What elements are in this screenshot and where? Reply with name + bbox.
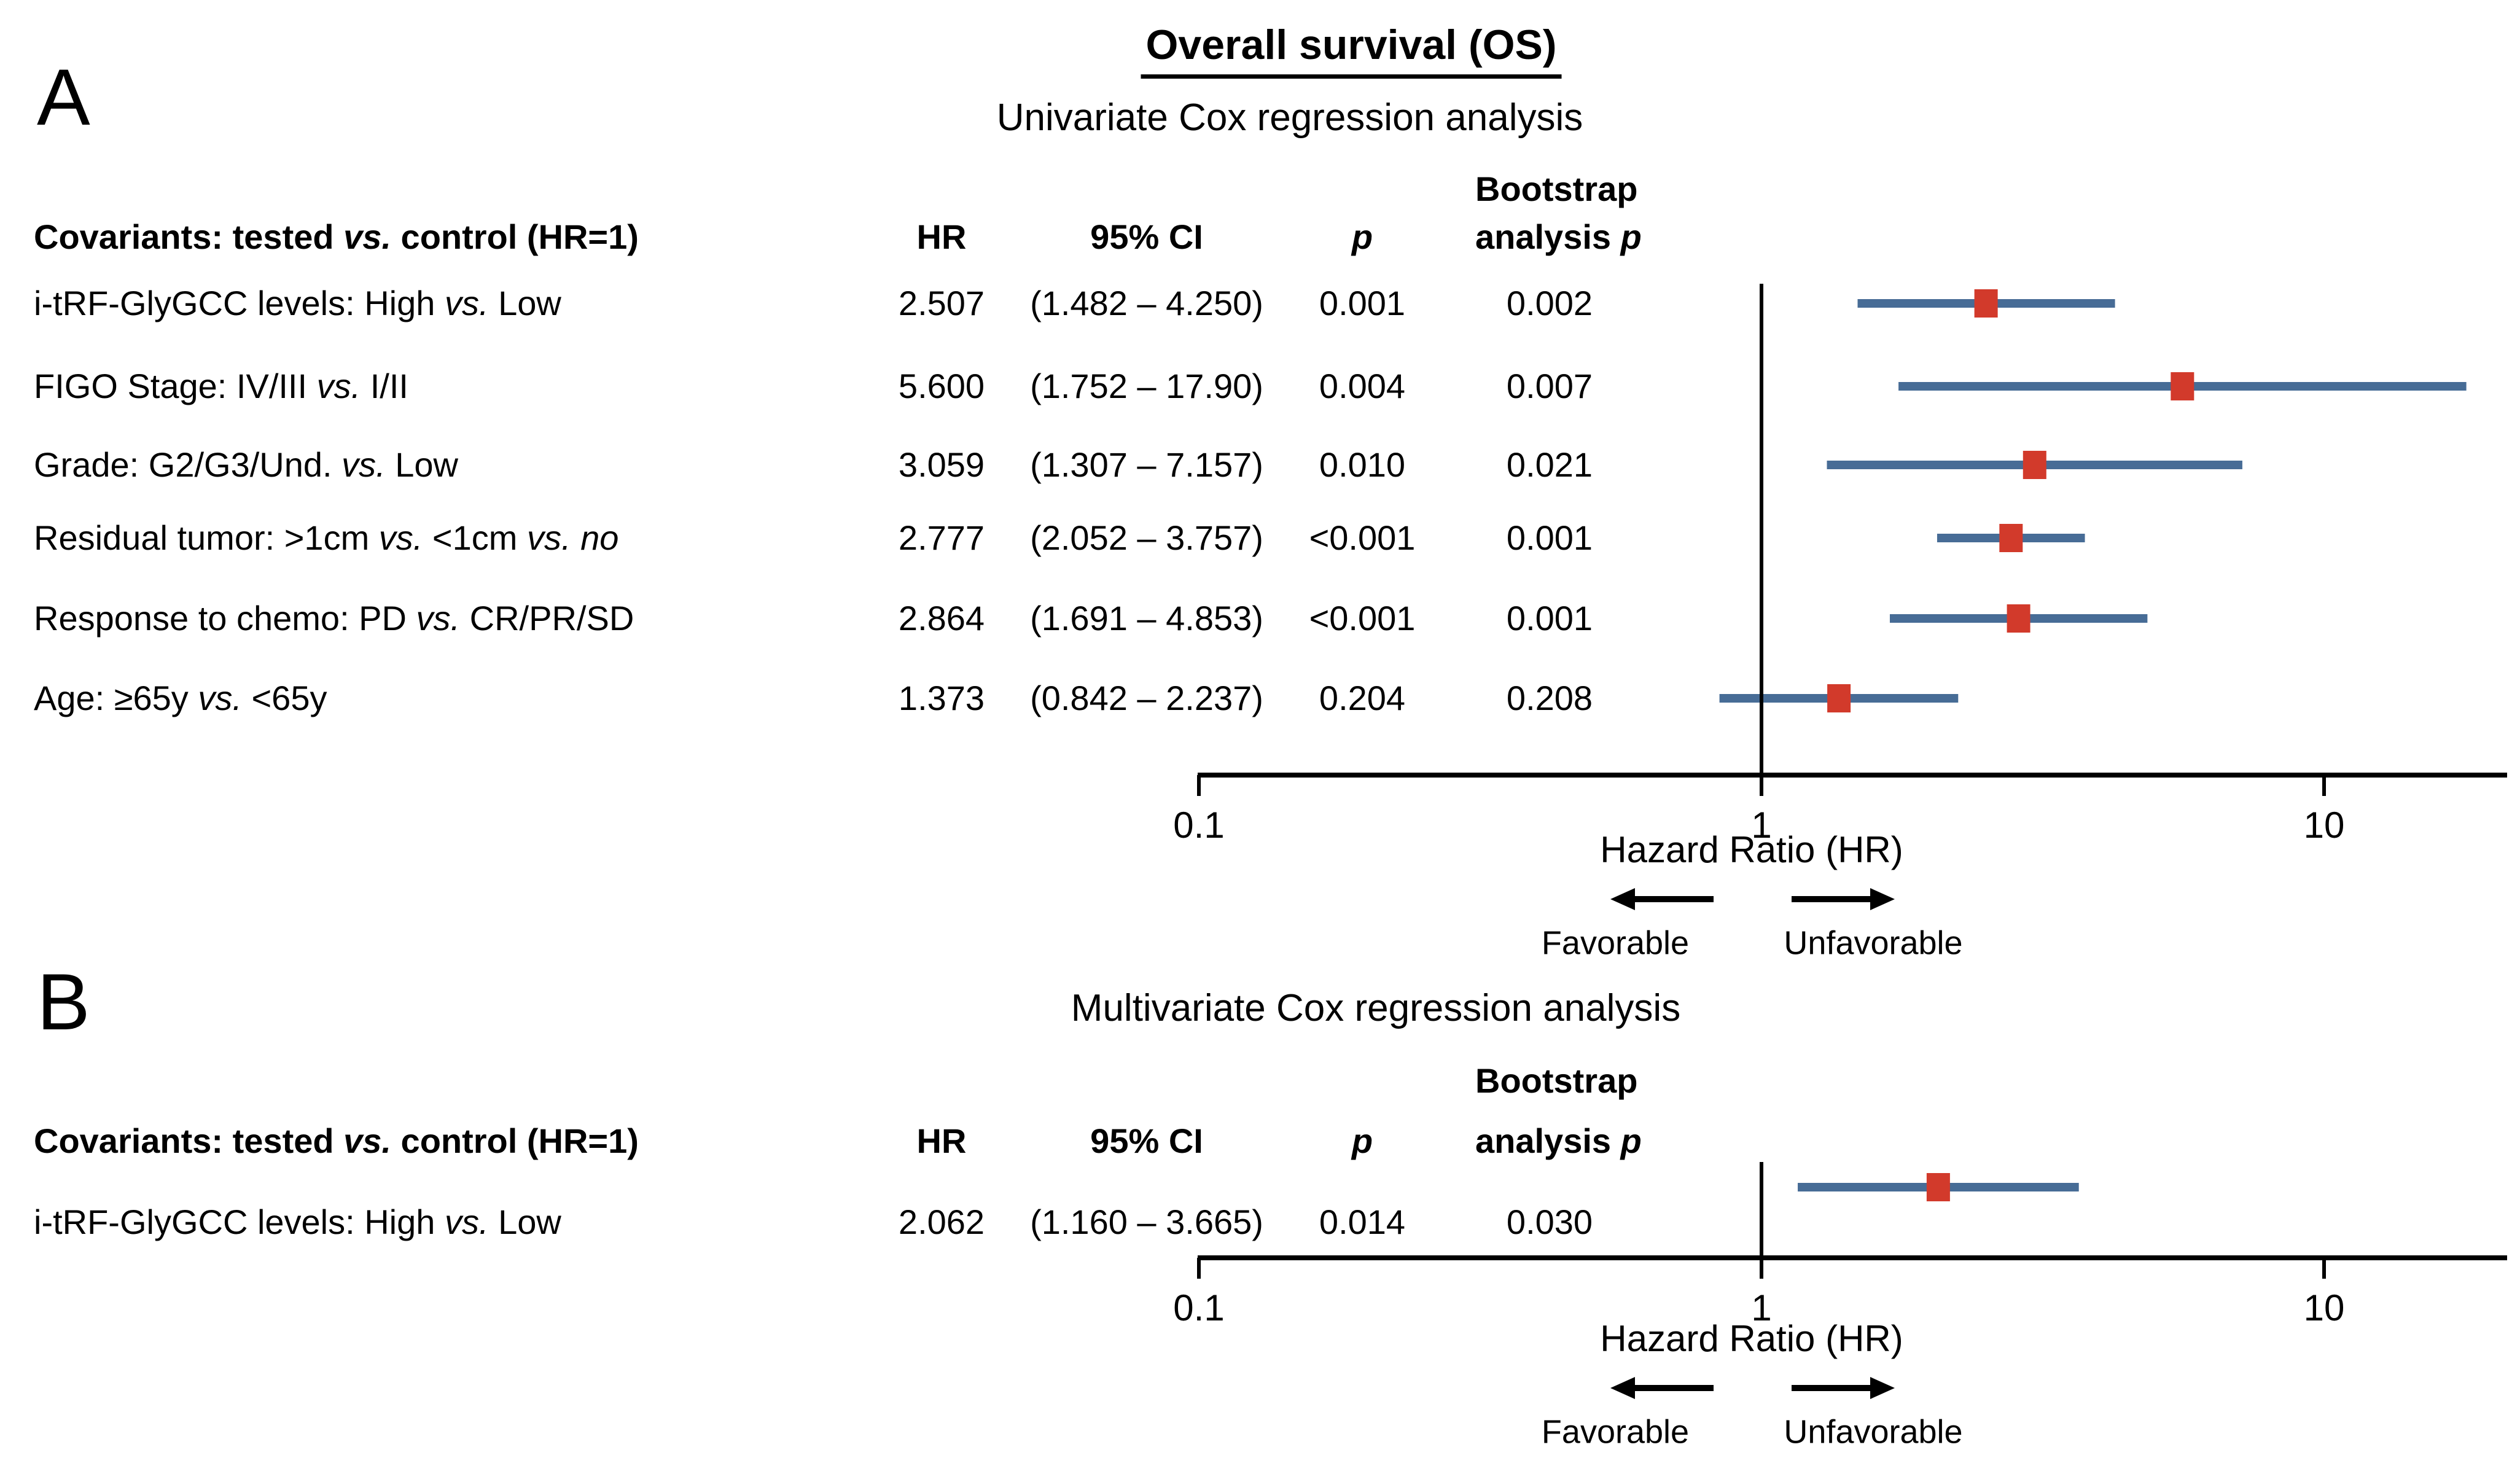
hr-marker — [2007, 604, 2030, 633]
p-value: <0.001 — [1309, 599, 1416, 638]
unfavorable-label: Unfavorable — [1784, 1413, 1963, 1451]
unfavorable-label: Unfavorable — [1784, 924, 1963, 962]
unfavorable-arrowhead — [1870, 888, 1895, 910]
hr-marker — [1827, 684, 1851, 712]
x-axis-title: Hazard Ratio (HR) — [1600, 829, 1903, 870]
x-tick-label: 0.1 — [1173, 805, 1225, 846]
favorable-label: Favorable — [1541, 1413, 1690, 1451]
bootstrap-header-line2: analysis p — [1475, 217, 1642, 257]
bootstrap-p-value: 0.002 — [1506, 284, 1593, 323]
hr-value: 3.059 — [898, 445, 985, 485]
x-tick-label: 10 — [2303, 1287, 2345, 1328]
hr-marker — [1926, 1173, 1950, 1201]
covariants-header: Covariants: tested vs. control (HR=1) — [34, 1121, 639, 1161]
figure-title: Overall survival (OS) — [1141, 22, 1562, 79]
p-value: 0.004 — [1319, 367, 1406, 406]
ci-value: (0.842 – 2.237) — [1030, 679, 1263, 718]
row-label: Residual tumor: >1cm vs. <1cm vs. no — [34, 518, 619, 558]
ci-column-header: 95% CI — [1090, 217, 1203, 257]
p-column-header: p — [1351, 1121, 1373, 1161]
ci-value: (1.482 – 4.250) — [1030, 284, 1263, 323]
hr-value: 2.777 — [898, 518, 985, 558]
p-column-header: p — [1351, 217, 1373, 257]
hr-value: 2.864 — [898, 599, 985, 638]
row-label: Response to chemo: PD vs. CR/PR/SD — [34, 599, 634, 638]
bootstrap-header-line1: Bootstrap — [1475, 170, 1638, 209]
hr-column-header: HR — [916, 1121, 967, 1161]
bootstrap-p-value: 0.007 — [1506, 367, 1593, 406]
hr-value: 1.373 — [898, 679, 985, 718]
covariants-header: Covariants: tested vs. control (HR=1) — [34, 217, 639, 257]
hr-column-header: HR — [916, 217, 967, 257]
hr-marker — [2171, 372, 2194, 400]
ci-value: (1.691 – 4.853) — [1030, 599, 1263, 638]
ci-value: (1.752 – 17.90) — [1030, 367, 1263, 406]
bootstrap-p-value: 0.021 — [1506, 445, 1593, 485]
hr-value: 2.062 — [898, 1203, 985, 1242]
hr-marker — [1974, 289, 1998, 318]
row-label: FIGO Stage: IV/III vs. I/II — [34, 367, 408, 406]
hr-value: 2.507 — [898, 284, 985, 323]
row-label: i-tRF-GlyGCC levels: High vs. Low — [34, 1203, 561, 1242]
bootstrap-p-value: 0.001 — [1506, 599, 1593, 638]
favorable-arrowhead — [1610, 1377, 1635, 1399]
panel-a-subtitle: Univariate Cox regression analysis — [996, 96, 1583, 139]
favorable-arrowhead — [1610, 888, 1635, 910]
bootstrap-header-line1: Bootstrap — [1475, 1061, 1638, 1101]
row-label: Age: ≥65y vs. <65y — [34, 679, 327, 718]
p-value: 0.001 — [1319, 284, 1406, 323]
favorable-label: Favorable — [1541, 924, 1690, 962]
x-tick-label: 1 — [1751, 805, 1772, 846]
p-value: <0.001 — [1309, 518, 1416, 558]
panel-b-subtitle: Multivariate Cox regression analysis — [1071, 986, 1681, 1029]
x-tick-label: 1 — [1751, 1287, 1772, 1328]
ci-value: (2.052 – 3.757) — [1030, 518, 1263, 558]
p-value: 0.204 — [1319, 679, 1406, 718]
x-tick-label: 10 — [2303, 805, 2345, 846]
row-label: i-tRF-GlyGCC levels: High vs. Low — [34, 284, 561, 323]
bootstrap-p-value: 0.030 — [1506, 1203, 1593, 1242]
unfavorable-arrowhead — [1870, 1377, 1895, 1399]
panel-a-letter: A — [37, 52, 90, 142]
p-value: 0.014 — [1319, 1203, 1406, 1242]
ci-value: (1.307 – 7.157) — [1030, 445, 1263, 485]
panel-b-letter: B — [37, 957, 90, 1047]
bootstrap-p-value: 0.208 — [1506, 679, 1593, 718]
bootstrap-header-line2: analysis p — [1475, 1121, 1642, 1161]
x-axis-title: Hazard Ratio (HR) — [1600, 1318, 1903, 1359]
hr-marker — [1999, 524, 2023, 552]
hr-value: 5.600 — [898, 367, 985, 406]
ci-column-header: 95% CI — [1090, 1121, 1203, 1161]
row-label: Grade: G2/G3/Und. vs. Low — [34, 445, 458, 485]
bootstrap-p-value: 0.001 — [1506, 518, 1593, 558]
ci-value: (1.160 – 3.665) — [1030, 1203, 1263, 1242]
x-tick-label: 0.1 — [1173, 1287, 1225, 1328]
p-value: 0.010 — [1319, 445, 1406, 485]
hr-marker — [2023, 451, 2046, 479]
